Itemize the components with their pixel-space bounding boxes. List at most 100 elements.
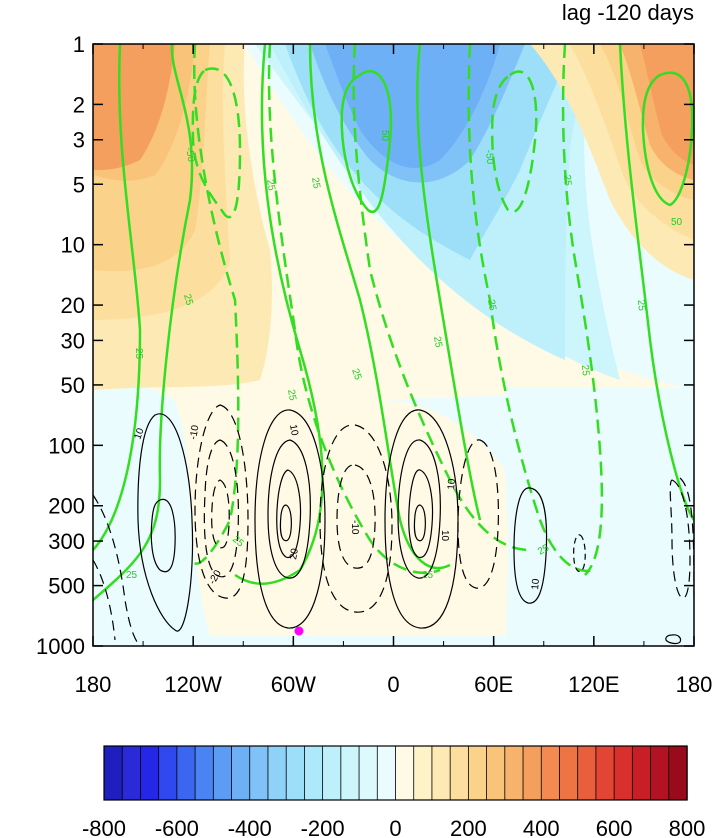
y-tick-label: 20 <box>61 293 85 318</box>
green-contours <box>93 44 694 601</box>
colorbar-tick-label: -800 <box>82 816 126 838</box>
green-label: -50 <box>483 149 495 165</box>
y-tick-label: 300 <box>48 529 85 554</box>
black-contour-solid <box>408 469 434 559</box>
colorbar-swatch <box>413 745 433 801</box>
colorbar-tick-label: 600 <box>596 816 633 838</box>
shade-neg-light-3 <box>505 388 694 646</box>
black-contour-dashed <box>319 424 393 613</box>
black-label: 10 <box>439 530 450 542</box>
black-contour-dashed <box>669 479 691 599</box>
green-contour-dashed <box>352 44 531 552</box>
colorbar-tick-label: -400 <box>228 816 272 838</box>
green-contour-solid-closed <box>641 71 694 207</box>
colorbar-swatch <box>504 745 524 801</box>
shade-neg-6 <box>325 44 500 169</box>
green-label: 25 <box>181 293 195 307</box>
green-label: 50 <box>671 217 683 228</box>
black-label: 10 <box>132 426 146 441</box>
colorbar-swatch <box>522 745 542 801</box>
green-contour-solid <box>93 44 142 551</box>
black-contour-solid <box>665 634 682 645</box>
y-axis: 1 2 3 5 10 20 30 50 100 200 300 500 1000 <box>36 32 694 659</box>
green-contour-dashed <box>467 44 596 573</box>
colorbar-swatch <box>467 745 488 801</box>
colorbar-swatch <box>486 745 506 801</box>
green-contour-dashed-closed <box>490 70 538 214</box>
x-tick-label: 120W <box>164 672 222 697</box>
black-contour-solid <box>513 487 548 604</box>
black-contour-dashed <box>203 439 239 578</box>
colorbar-swatch <box>668 745 688 801</box>
y-tick-label: 1 <box>73 32 85 57</box>
colorbar-swatch <box>559 745 579 801</box>
shade-pos-right-5 <box>640 44 694 165</box>
shade-neg-light-left <box>93 384 210 646</box>
green-contour-solid <box>416 44 482 521</box>
black-contour-solid <box>150 498 176 573</box>
black-contour-solid <box>267 439 311 579</box>
colorbar-tick-label: -600 <box>155 816 199 838</box>
green-label: -50 <box>183 147 196 164</box>
y-tick-label: 10 <box>61 233 85 258</box>
black-contour-dashed <box>194 404 249 599</box>
colorbar-swatch <box>595 745 615 801</box>
colorbar-swatch <box>176 745 196 801</box>
colorbar-swatch <box>231 745 251 801</box>
y-tick-label: 100 <box>48 433 85 458</box>
x-tick-label: 120E <box>568 672 619 697</box>
colorbar-swatch <box>376 745 397 801</box>
green-label: 25 <box>579 364 591 376</box>
green-label: 25 <box>126 570 138 581</box>
black-contour-solid <box>137 413 194 632</box>
green-label: 25 <box>309 177 322 190</box>
colorbar-tick-label: 0 <box>389 816 401 838</box>
colorbar-swatch <box>631 745 652 801</box>
black-contour-dashed <box>457 439 499 589</box>
black-contours <box>93 404 694 646</box>
green-contour-dashed <box>267 44 441 575</box>
chart-title: lag -120 days <box>562 0 694 25</box>
colorbar-tick-label: -200 <box>301 816 345 838</box>
y-tick-label: 30 <box>61 328 85 353</box>
x-tick-label: 180 <box>676 672 713 697</box>
y-tick-label: 2 <box>73 92 85 117</box>
colorbar-tick-label: 200 <box>450 816 487 838</box>
y-tick-label: 200 <box>48 494 85 519</box>
colorbar-tick-label: 400 <box>523 816 560 838</box>
black-contour-solid <box>254 409 326 629</box>
x-axis: 180 120W 60W 0 60E 120E 180 <box>75 44 713 697</box>
black-contour-solid <box>413 504 426 542</box>
colorbar-frame <box>103 745 688 801</box>
green-label: 50 <box>379 130 390 142</box>
black-contour-dashed <box>211 479 230 549</box>
colorbar-swatch <box>121 745 142 801</box>
shade-pos-left-5 <box>93 44 175 170</box>
black-contour-dashed <box>573 534 586 573</box>
colorbar-swatch <box>304 745 324 801</box>
contour-labels: -50 25 25 50 -50 25 50 25 25 25 25 25 25… <box>126 130 683 590</box>
plot-area: -50 25 25 50 -50 25 50 25 25 25 25 25 25… <box>93 44 694 646</box>
colorbar-swatch <box>285 745 306 801</box>
x-tick-label: 60W <box>271 672 316 697</box>
colorbar-swatch <box>103 745 123 801</box>
colorbar-swatch <box>395 745 415 801</box>
colorbar-swatch <box>267 745 287 801</box>
black-contour-dashed <box>93 559 116 641</box>
black-label: 10 <box>287 424 300 437</box>
colorbar-swatch <box>650 745 670 801</box>
green-label: 25 <box>285 389 298 402</box>
x-tick-label: 0 <box>387 672 399 697</box>
green-label: 25 <box>431 336 444 349</box>
colorbar-swatch <box>577 745 597 801</box>
green-label: 25 <box>422 570 434 581</box>
colorbar: -800 -600 -400 -200 0 200 400 600 800 <box>82 745 705 838</box>
y-tick-label: 50 <box>61 373 85 398</box>
green-contour-solid <box>93 44 194 601</box>
green-contour-dashed <box>191 44 240 565</box>
green-label: 25 <box>264 179 277 192</box>
black-contour-solid <box>384 409 459 629</box>
green-contour-solid <box>234 44 324 585</box>
y-tick-label: 1000 <box>36 634 85 659</box>
